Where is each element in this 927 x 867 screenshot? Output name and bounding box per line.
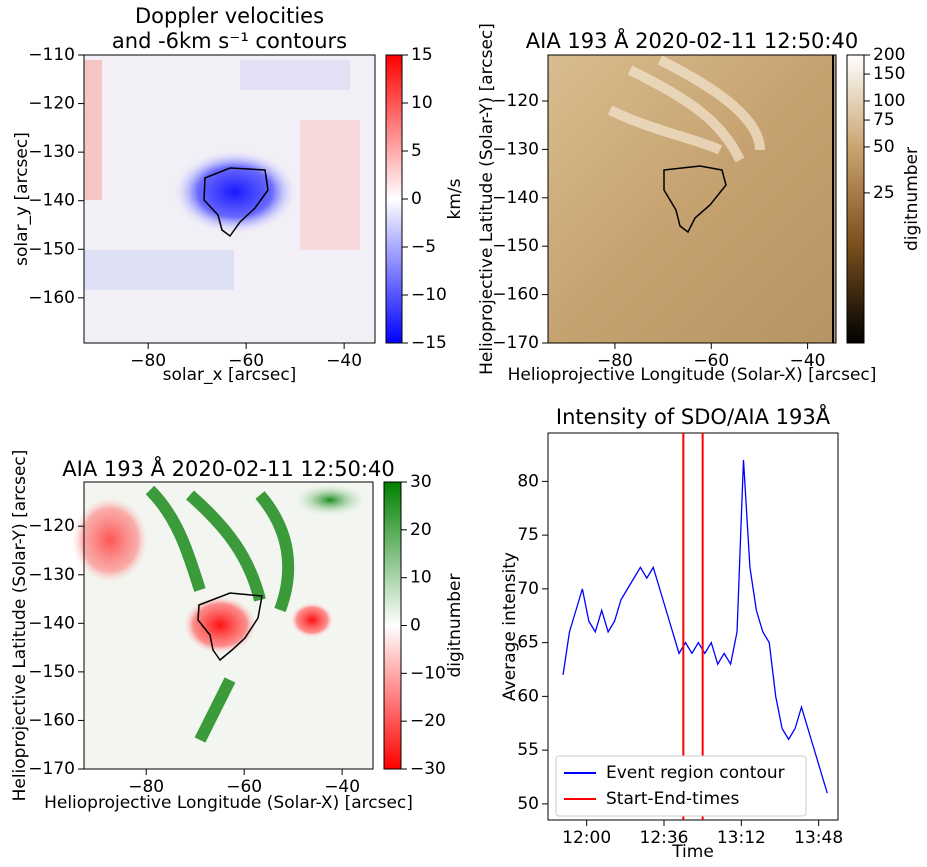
chart-title: AIA 193 Å 2020-02-11 12:50:40 xyxy=(526,27,858,53)
y-tick-label: −120 xyxy=(492,91,539,111)
aia-image xyxy=(548,55,836,343)
x-axis-label: Time xyxy=(671,842,714,862)
y-axis-label: Helioprojective Latitude (Solar-Y) [arcs… xyxy=(10,450,30,802)
x-axis-label: Helioprojective Longitude (Solar-X) [arc… xyxy=(508,365,877,385)
y-tick-label: −130 xyxy=(28,565,75,585)
y-tick-label: −120 xyxy=(28,516,75,536)
colorbar-tick-label: −15 xyxy=(411,333,447,353)
axes-frame xyxy=(83,481,374,770)
y-tick-label: −110 xyxy=(28,45,75,65)
chart-title: and -6km s⁻¹ contours xyxy=(112,29,347,53)
x-tick-label: −60 xyxy=(226,777,262,797)
colorbar-label: km/s xyxy=(445,178,465,219)
y-tick-label: −140 xyxy=(28,191,75,211)
colorbar-label: digitnumber xyxy=(902,147,922,251)
legend-box xyxy=(555,755,807,817)
colorbar-tick-label: 30 xyxy=(410,472,432,492)
y-tick-label: −160 xyxy=(28,710,75,730)
colorbar-tick-label: 20 xyxy=(410,520,432,540)
y-tick-label: −140 xyxy=(492,188,539,208)
colorbar-tick-label: 25 xyxy=(873,183,895,203)
colorbar-tick-label: −30 xyxy=(410,759,446,779)
x-tick-label: −60 xyxy=(693,351,729,371)
x-tick-label: 12:00 xyxy=(562,828,611,848)
x-tick-label: −60 xyxy=(228,351,264,371)
axes-frame xyxy=(547,432,839,821)
y-tick-label: 60 xyxy=(517,686,539,706)
colorbar-tick-label: 10 xyxy=(410,568,432,588)
colorbar xyxy=(383,481,402,770)
x-axis-label: Helioprojective Longitude (Solar-X) [arc… xyxy=(44,793,413,813)
y-tick-label: 75 xyxy=(517,525,539,545)
doppler-image xyxy=(84,55,375,343)
y-tick-label: −160 xyxy=(28,288,75,308)
chart-title: Intensity of SDO/AIA 193Å xyxy=(556,403,831,429)
x-tick-label: −80 xyxy=(130,351,166,371)
colorbar xyxy=(846,54,865,344)
colorbar-tick-label: 0 xyxy=(410,616,421,636)
axes-frame xyxy=(83,54,376,344)
y-tick-label: 50 xyxy=(517,794,539,814)
y-tick-label: −150 xyxy=(28,662,75,682)
colorbar-tick-label: 150 xyxy=(873,64,905,84)
y-tick-label: −160 xyxy=(492,285,539,305)
y-tick-label: 80 xyxy=(517,471,539,491)
y-axis-label: solar_y [arcsec] xyxy=(12,132,32,266)
colorbar-tick-label: 50 xyxy=(873,137,895,157)
y-tick-label: 65 xyxy=(517,633,539,653)
x-tick-label: −80 xyxy=(128,777,164,797)
chart-title: Doppler velocities xyxy=(135,4,324,28)
y-axis-label: Helioprojective Latitude (Solar-Y) [arcs… xyxy=(477,23,497,375)
y-tick-label: −150 xyxy=(492,236,539,256)
y-tick-label: −130 xyxy=(28,142,75,162)
y-tick-label: −130 xyxy=(492,139,539,159)
y-tick-label: −150 xyxy=(28,239,75,259)
y-tick-label: −140 xyxy=(28,613,75,633)
colorbar-tick-label: 100 xyxy=(873,91,905,111)
x-tick-label: 13:48 xyxy=(794,828,843,848)
y-tick-label: −170 xyxy=(28,759,75,779)
line-series xyxy=(562,459,828,794)
x-tick-label: −40 xyxy=(790,351,826,371)
colorbar-tick-label: −20 xyxy=(410,711,446,731)
colorbar xyxy=(385,54,403,344)
x-tick-label: 13:12 xyxy=(717,828,766,848)
y-tick-label: −170 xyxy=(492,333,539,353)
difference-image xyxy=(70,482,373,769)
x-tick-label: −40 xyxy=(326,351,362,371)
colorbar-tick-label: 10 xyxy=(411,93,433,113)
colorbar-tick-label: −10 xyxy=(410,663,446,683)
colorbar-tick-label: 75 xyxy=(873,110,895,130)
colorbar-tick-label: 15 xyxy=(411,45,433,65)
chart-title: AIA 193 Å 2020-02-11 12:50:40 xyxy=(62,455,394,481)
colorbar-label: digitnumber xyxy=(445,573,465,677)
y-tick-label: 70 xyxy=(517,579,539,599)
axes-frame xyxy=(547,54,837,344)
colorbar-tick-label: −10 xyxy=(411,285,447,305)
x-tick-label: 12:36 xyxy=(640,828,689,848)
colorbar-tick-label: 200 xyxy=(873,45,905,65)
y-tick-label: 55 xyxy=(517,740,539,760)
colorbar-tick-label: 5 xyxy=(411,141,422,161)
x-tick-label: −40 xyxy=(324,777,360,797)
legend-label: Start-End-times xyxy=(606,789,740,809)
y-axis-label: Average intensity xyxy=(500,552,520,701)
x-axis-label: solar_x [arcsec] xyxy=(163,365,297,385)
y-tick-label: −120 xyxy=(28,94,75,114)
colorbar-tick-label: −5 xyxy=(411,237,436,257)
colorbar-tick-label: 0 xyxy=(411,189,422,209)
x-tick-label: −80 xyxy=(597,351,633,371)
legend-label: Event region contour xyxy=(606,763,785,783)
